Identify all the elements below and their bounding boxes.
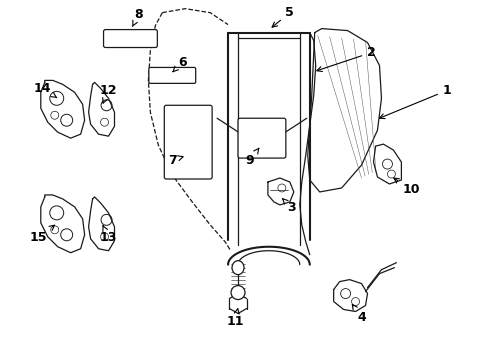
Text: 13: 13 xyxy=(100,226,117,244)
FancyBboxPatch shape xyxy=(164,105,212,179)
Ellipse shape xyxy=(232,261,244,275)
Text: 2: 2 xyxy=(317,46,376,72)
Text: 1: 1 xyxy=(379,84,452,118)
Text: 15: 15 xyxy=(30,225,54,244)
Text: 12: 12 xyxy=(100,84,117,103)
FancyBboxPatch shape xyxy=(103,30,157,48)
FancyBboxPatch shape xyxy=(149,67,196,84)
Text: 11: 11 xyxy=(226,309,244,328)
Text: 3: 3 xyxy=(283,199,296,215)
Text: 14: 14 xyxy=(34,82,57,98)
Text: 6: 6 xyxy=(173,56,187,72)
Text: 5: 5 xyxy=(272,6,294,27)
Text: 8: 8 xyxy=(132,8,143,26)
Text: 9: 9 xyxy=(245,148,259,167)
Text: 10: 10 xyxy=(394,178,420,197)
Text: 7: 7 xyxy=(168,154,183,167)
Circle shape xyxy=(231,285,245,300)
FancyBboxPatch shape xyxy=(238,118,286,158)
Text: 4: 4 xyxy=(352,305,366,324)
